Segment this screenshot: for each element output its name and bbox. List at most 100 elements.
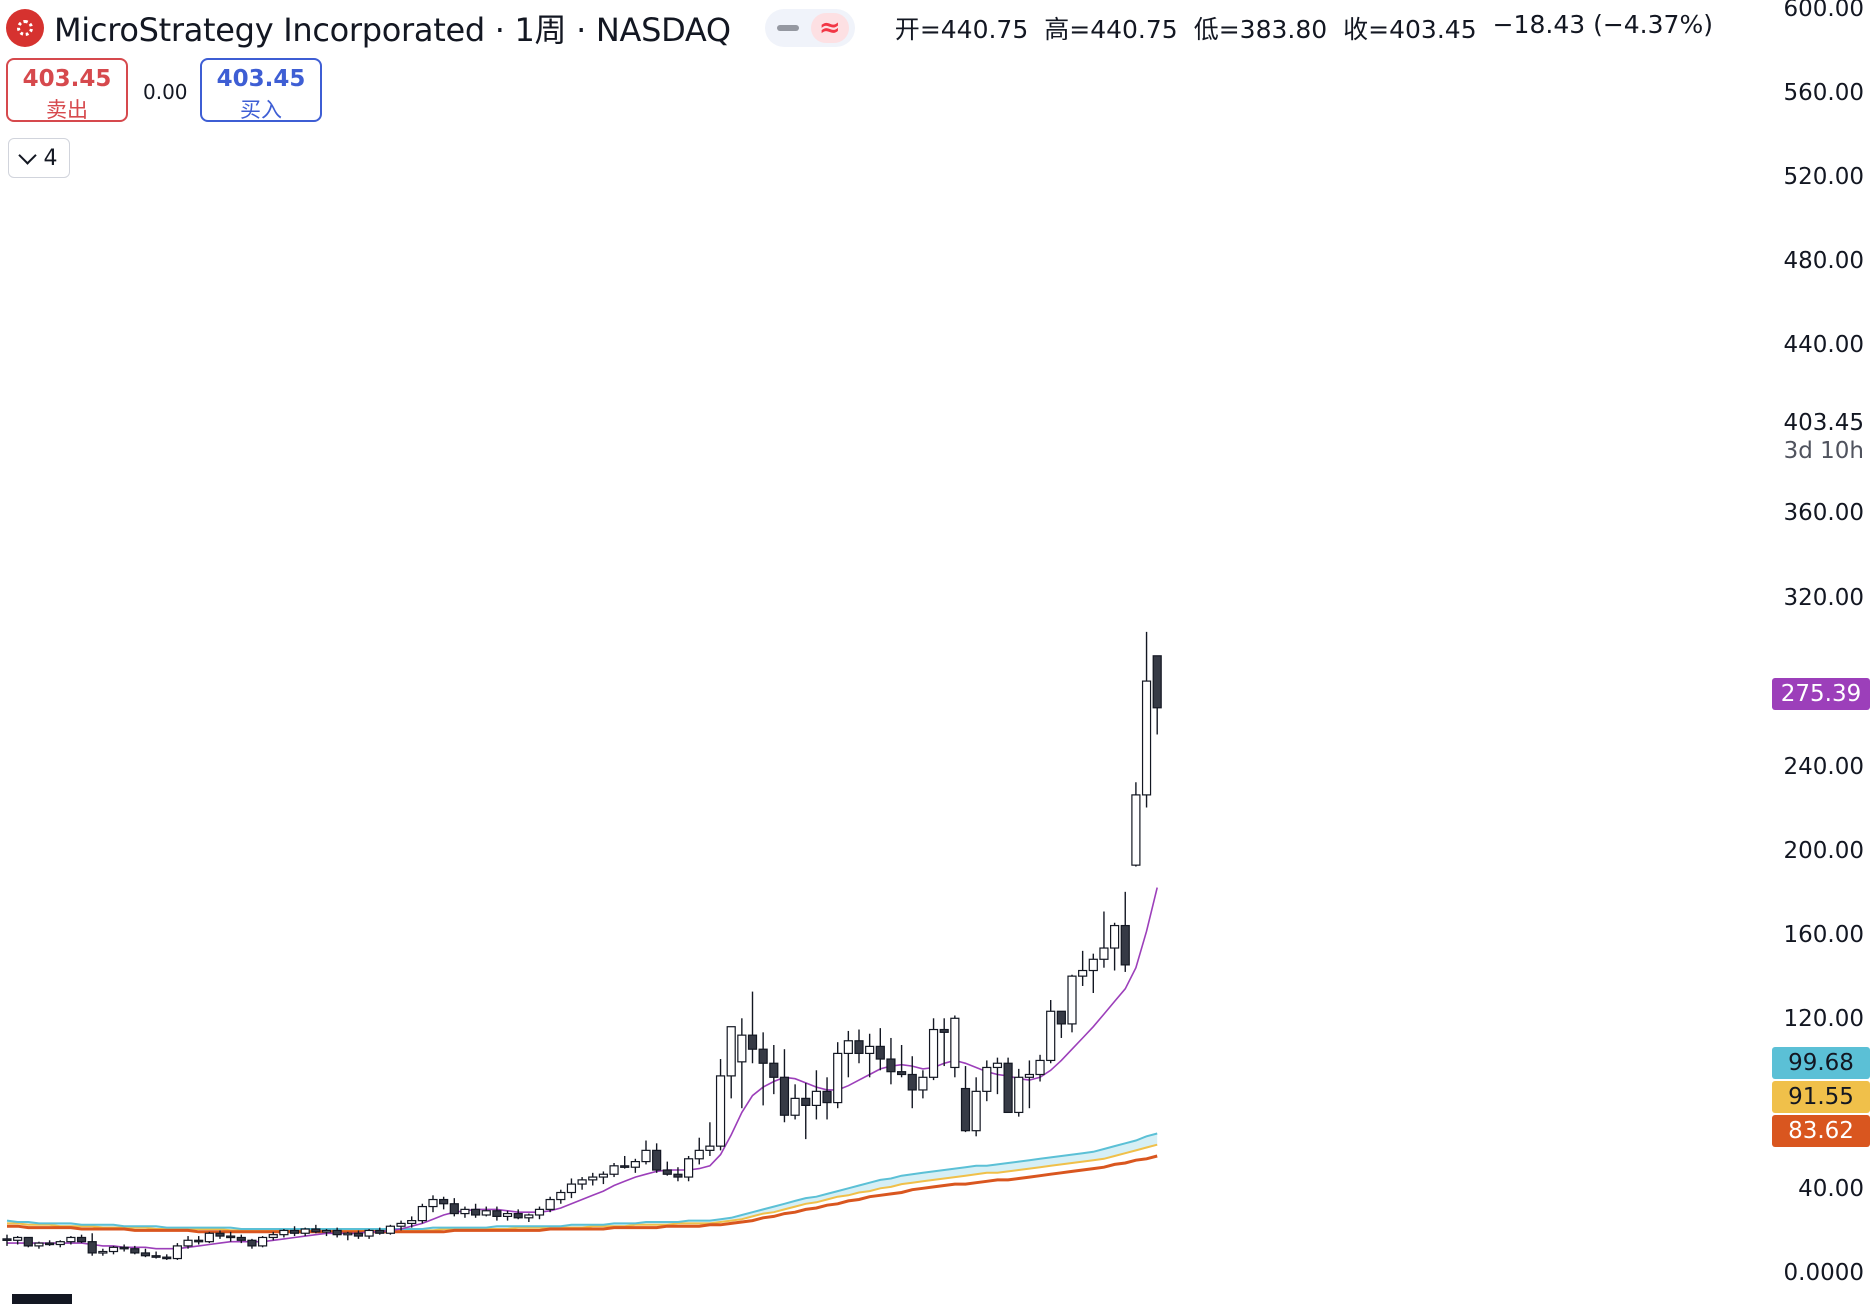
candle-down <box>801 1097 811 1107</box>
candle-up <box>694 1149 704 1160</box>
candle-up <box>1078 969 1088 977</box>
candle-up <box>683 1158 694 1178</box>
candle-up <box>343 1232 353 1236</box>
candle-up <box>1067 975 1077 1025</box>
candle-up <box>1024 1073 1035 1078</box>
candle-down <box>289 1229 300 1234</box>
candle-down <box>513 1212 523 1219</box>
candle-down <box>215 1232 225 1237</box>
candle-down <box>226 1235 236 1239</box>
candle-up <box>396 1222 406 1227</box>
buy-button[interactable]: 403.45 买入 <box>200 58 322 122</box>
candle-up <box>790 1097 800 1116</box>
axis-tick: 120.00 <box>1783 1006 1864 1032</box>
candle-down <box>779 1076 790 1116</box>
candle-down <box>151 1255 161 1258</box>
candle-up <box>705 1145 715 1151</box>
candle-down <box>662 1169 672 1175</box>
candle-down <box>960 1087 971 1132</box>
candle-up <box>481 1210 491 1216</box>
candle-up <box>1131 794 1141 866</box>
axis-tick: 360.00 <box>1783 500 1864 526</box>
candle-down <box>311 1228 321 1233</box>
axis-tick: 480.00 <box>1783 248 1864 274</box>
company-logo-icon <box>6 9 44 47</box>
candle-up <box>588 1176 598 1181</box>
wave-icon[interactable]: ≈ <box>810 13 849 43</box>
candle-down <box>1056 1010 1066 1025</box>
candle-up <box>55 1241 65 1246</box>
price-axis[interactable]: 600.00 560.00 520.00 480.00 440.00 360.0… <box>1770 0 1874 1304</box>
candle-down <box>332 1229 342 1236</box>
candle-up <box>364 1229 374 1237</box>
candle-down <box>1120 924 1130 966</box>
axis-tick: 560.00 <box>1783 80 1864 106</box>
spread-value: 0.00 <box>143 80 188 104</box>
chart-mode-toggle[interactable]: ≈ <box>764 9 855 47</box>
candle-up <box>577 1179 587 1185</box>
candle-up <box>385 1225 395 1234</box>
candle-up <box>950 1017 960 1069</box>
candle-down <box>236 1236 246 1241</box>
candle-down <box>758 1048 768 1064</box>
candle-up <box>183 1239 193 1247</box>
axis-tick: 520.00 <box>1783 164 1864 190</box>
buy-price: 403.45 <box>216 66 306 92</box>
candle-up <box>98 1250 108 1254</box>
candle-down <box>907 1073 917 1091</box>
candle-down <box>673 1173 683 1178</box>
candle-up <box>726 1026 736 1077</box>
ohlc-low: 低=383.80 <box>1193 15 1328 44</box>
candle-up <box>641 1149 651 1163</box>
axis-tick: 240.00 <box>1783 754 1864 780</box>
candle-up <box>407 1220 417 1225</box>
candle-up <box>34 1242 44 1247</box>
minus-icon[interactable] <box>776 25 799 31</box>
candle-up <box>715 1075 726 1147</box>
candle-up <box>13 1236 23 1241</box>
candle-down <box>1152 655 1162 709</box>
candle-up <box>865 1045 875 1055</box>
candle-down <box>747 1034 758 1050</box>
candle-up <box>737 1034 747 1063</box>
candle-down <box>886 1058 896 1073</box>
candle-down <box>620 1165 630 1168</box>
candle-up <box>524 1214 534 1219</box>
candle-down <box>23 1236 33 1247</box>
candle-up <box>172 1245 182 1260</box>
candle-up <box>811 1090 822 1106</box>
indicators-collapse-button[interactable]: 4 <box>8 138 70 178</box>
candle-down <box>822 1090 832 1104</box>
candle-down <box>769 1062 779 1078</box>
axis-tick: 40.00 <box>1798 1176 1864 1202</box>
candle-up <box>566 1183 577 1194</box>
tradingview-logo <box>12 1294 72 1304</box>
ma-short-line <box>7 887 1158 1250</box>
candle-down <box>1003 1062 1013 1114</box>
candle-up <box>417 1205 427 1222</box>
axis-tick: 160.00 <box>1783 922 1864 948</box>
ma-short-price-tag: 275.39 <box>1772 678 1870 710</box>
candle-up <box>502 1212 513 1217</box>
symbol-title[interactable]: MicroStrategy Incorporated · 1周 · NASDAQ <box>54 11 731 49</box>
axis-tick: 440.00 <box>1783 332 1864 358</box>
candle-down <box>896 1071 907 1076</box>
ma-yellow-price-tag: 91.55 <box>1772 1081 1870 1113</box>
last-price-label: 403.45 <box>1783 410 1864 436</box>
ma-orange-price-tag: 83.62 <box>1772 1115 1870 1147</box>
candle-down <box>353 1232 364 1237</box>
ohlc-high: 高=440.75 <box>1044 15 1178 44</box>
candle-up <box>258 1236 268 1247</box>
candle-down <box>76 1236 87 1243</box>
candle-up <box>1014 1076 1024 1114</box>
candle-up <box>609 1165 619 1175</box>
candle-up <box>300 1228 310 1234</box>
candle-down <box>939 1028 949 1033</box>
candle-up <box>556 1191 566 1201</box>
price-chart[interactable] <box>0 0 1770 1304</box>
chart-header: MicroStrategy Incorporated · 1周 · NASDAQ… <box>6 6 1713 50</box>
candle-down <box>471 1208 481 1216</box>
candle-up <box>1035 1059 1045 1076</box>
sell-button[interactable]: 403.45 卖出 <box>6 58 128 122</box>
candle-up <box>1088 958 1098 972</box>
